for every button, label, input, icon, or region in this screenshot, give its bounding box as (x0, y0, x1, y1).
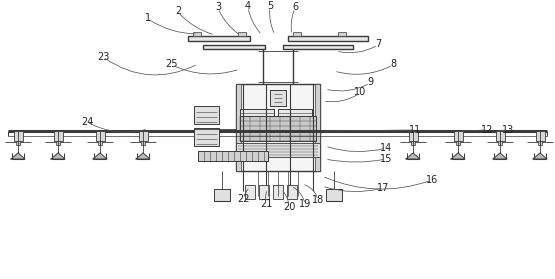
Polygon shape (406, 153, 420, 159)
Text: 4: 4 (245, 1, 251, 11)
Bar (273, 185, 283, 199)
Text: 16: 16 (426, 175, 438, 185)
Polygon shape (533, 153, 547, 159)
Text: 2: 2 (175, 6, 181, 16)
Text: 7: 7 (375, 39, 381, 49)
Bar (194, 128, 219, 146)
Bar (315, 84, 320, 171)
Bar (14, 131, 23, 141)
Polygon shape (136, 153, 150, 159)
Text: 9: 9 (367, 77, 373, 87)
Text: 10: 10 (354, 87, 366, 97)
Polygon shape (51, 153, 65, 159)
Bar (96, 131, 105, 141)
Bar (326, 189, 342, 201)
Text: 15: 15 (380, 154, 392, 164)
Bar (54, 131, 63, 141)
Text: 6: 6 (292, 2, 298, 12)
Bar (198, 151, 268, 161)
Text: 19: 19 (299, 199, 311, 209)
Text: 18: 18 (312, 195, 324, 205)
Bar (293, 32, 301, 36)
Text: 23: 23 (97, 52, 109, 62)
Bar (338, 32, 346, 36)
Bar (240, 116, 316, 141)
Bar (456, 141, 460, 145)
Text: 20: 20 (283, 202, 295, 212)
Bar (16, 141, 20, 145)
Bar (236, 84, 241, 171)
Text: 3: 3 (215, 2, 221, 12)
Bar (203, 45, 265, 49)
Bar (278, 109, 312, 129)
Bar (498, 141, 502, 145)
Text: 8: 8 (390, 59, 396, 69)
Bar (214, 189, 230, 201)
Bar (245, 185, 255, 199)
Text: 5: 5 (267, 1, 273, 11)
Polygon shape (451, 153, 465, 159)
Text: 24: 24 (81, 117, 93, 127)
Bar (454, 131, 463, 141)
Text: 17: 17 (377, 183, 389, 193)
Polygon shape (493, 153, 507, 159)
Bar (56, 141, 60, 145)
Polygon shape (11, 153, 25, 159)
Bar (193, 32, 201, 36)
Bar (287, 185, 297, 199)
Text: 13: 13 (502, 125, 514, 135)
Bar (98, 141, 102, 145)
Bar (536, 131, 545, 141)
Bar (236, 84, 320, 171)
Bar (139, 131, 148, 141)
Text: 14: 14 (380, 143, 392, 153)
Text: 22: 22 (238, 194, 250, 204)
Bar (240, 109, 274, 129)
Bar (141, 141, 145, 145)
Bar (496, 131, 505, 141)
Bar (238, 32, 246, 36)
Bar (236, 143, 320, 157)
Bar (283, 45, 353, 49)
Bar (188, 36, 250, 41)
Text: 1: 1 (145, 13, 151, 23)
Text: 12: 12 (481, 125, 493, 135)
Bar (270, 90, 286, 106)
Bar (411, 141, 415, 145)
Bar (538, 141, 542, 145)
Bar (288, 36, 368, 41)
Bar (259, 185, 269, 199)
Bar (194, 106, 219, 124)
Bar (409, 131, 418, 141)
Text: 11: 11 (409, 125, 421, 135)
Text: 25: 25 (166, 59, 178, 69)
Polygon shape (93, 153, 107, 159)
Text: 21: 21 (260, 199, 272, 209)
